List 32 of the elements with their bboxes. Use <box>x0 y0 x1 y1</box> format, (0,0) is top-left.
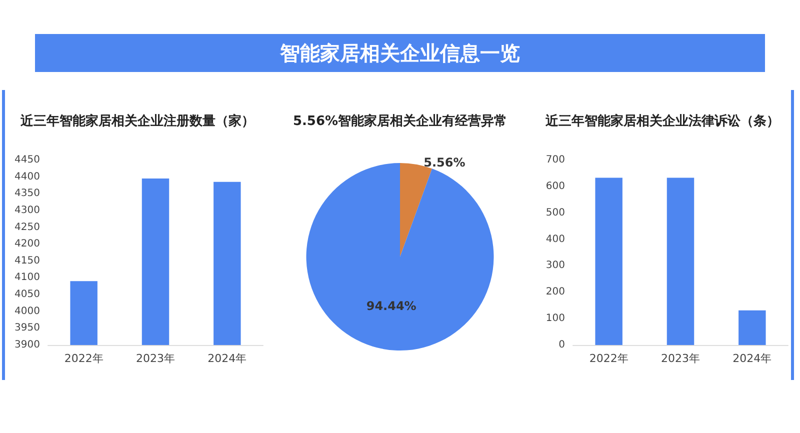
y-tick-label: 4300 <box>14 204 40 216</box>
data-label: 5.56% <box>424 155 466 170</box>
text: 智能家居相关企业信息一览 <box>35 34 765 72</box>
x-tick-label: 2024年 <box>208 352 247 365</box>
y-tick-label: 4050 <box>14 289 40 300</box>
y-tick-label: 700 <box>546 154 565 166</box>
y-tick-label: 300 <box>546 260 565 272</box>
y-tick-label: 4000 <box>14 306 40 317</box>
y-tick-label: 4200 <box>14 238 40 250</box>
y-tick-label: 0 <box>558 340 565 350</box>
y-tick-label: 4450 <box>14 154 40 166</box>
y-tick-label: 500 <box>546 207 565 218</box>
x-tick-label: 2024年 <box>732 352 772 365</box>
y-tick-label: 4150 <box>14 255 40 266</box>
y-tick-label: 600 <box>546 180 565 192</box>
x-tick-label: 2023年 <box>661 352 700 365</box>
y-tick-label: 4100 <box>14 272 40 284</box>
y-tick-label: 100 <box>546 313 565 324</box>
y-tick-label: 3900 <box>14 340 40 350</box>
chart-title: 近三年智能家居相关企业注册数量（家） <box>20 113 254 129</box>
y-tick-label: 200 <box>546 286 565 298</box>
y-tick-label: 3950 <box>14 322 40 334</box>
x-tick-label: 2022年 <box>589 352 628 365</box>
y-tick-label: 4350 <box>14 188 40 200</box>
x-tick-label: 2022年 <box>64 352 104 365</box>
chart-title: 5.56%智能家居相关企业有经营异常 <box>292 113 508 129</box>
y-tick-label: 400 <box>546 234 565 245</box>
data-label: 94.44% <box>366 298 416 313</box>
chart-title: 近三年智能家居相关企业法律诉讼（条） <box>544 113 780 129</box>
y-tick-label: 4250 <box>14 222 40 233</box>
x-tick-label: 2023年 <box>136 352 175 365</box>
y-tick-label: 4400 <box>14 171 40 182</box>
